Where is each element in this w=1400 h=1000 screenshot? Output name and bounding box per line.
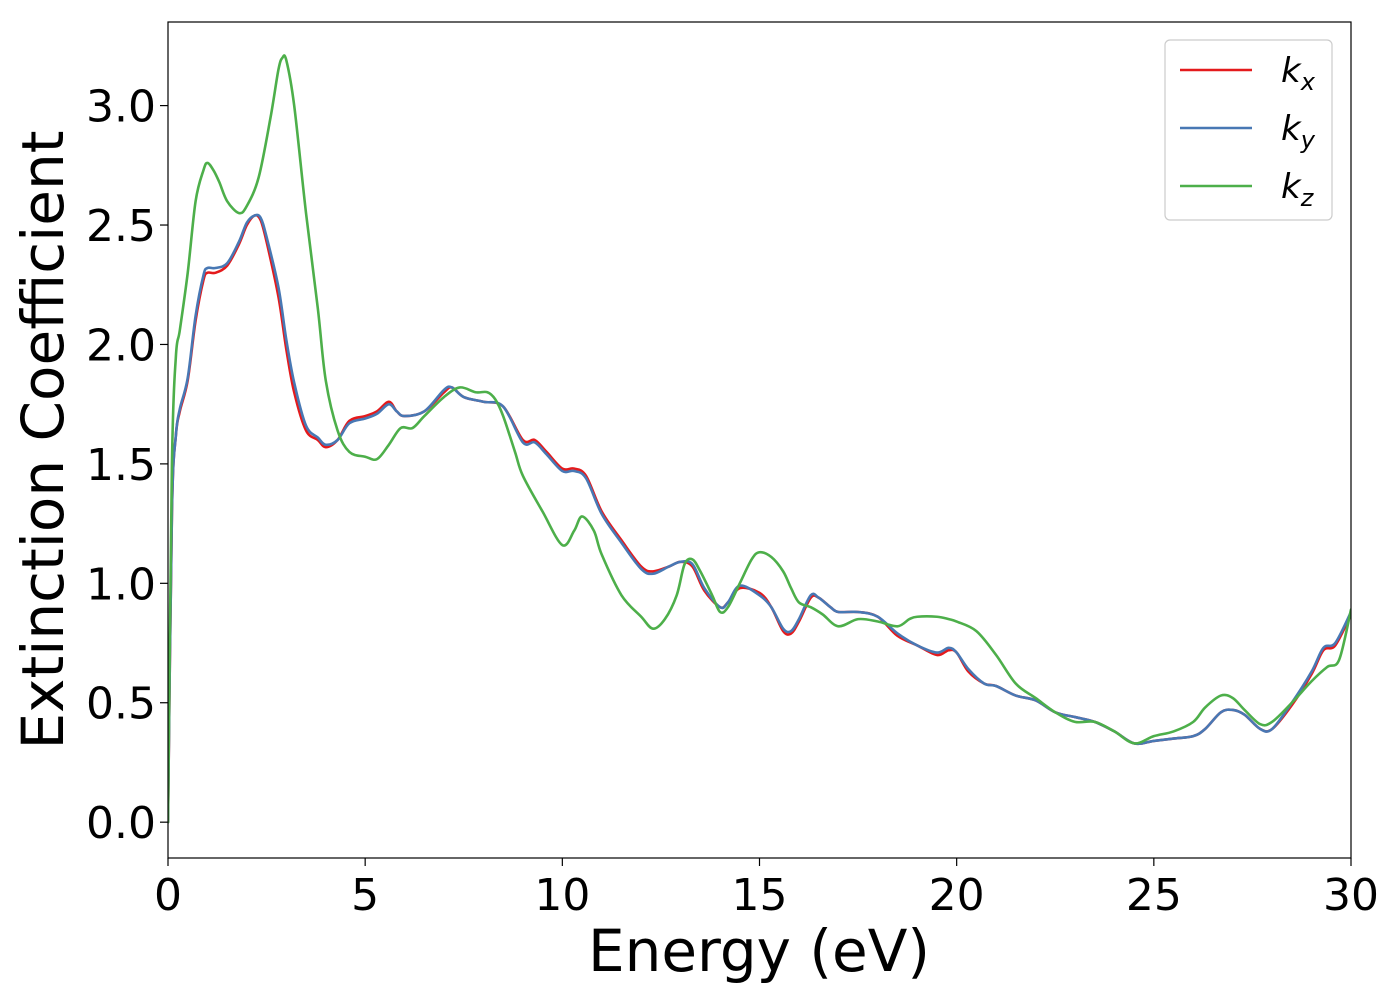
legend-frame <box>1164 39 1333 221</box>
x-tick-label: 10 <box>534 870 590 921</box>
y-tick-label: 1.0 <box>86 559 156 610</box>
y-tick-label: 0.0 <box>86 798 156 849</box>
legend-label-kz: kz <box>1281 167 1315 212</box>
x-axis-ticks: 0 5 10 15 20 25 30 <box>154 858 1379 921</box>
legend: kx ky kz <box>1164 39 1333 221</box>
x-tick-label: 30 <box>1323 870 1379 921</box>
series-layer <box>168 54 1351 824</box>
y-tick-label: 2.0 <box>86 320 156 371</box>
y-tick-label: 2.5 <box>86 201 156 252</box>
legend-label-kx: kx <box>1281 51 1316 96</box>
legend-label-ky: ky <box>1281 109 1316 154</box>
x-axis-title: Energy (eV) <box>588 917 930 985</box>
x-tick-label: 20 <box>929 870 985 921</box>
y-axis-title: Extinction Coefficient <box>9 131 77 750</box>
x-tick-label: 25 <box>1126 870 1182 921</box>
y-tick-label: 1.5 <box>86 440 156 491</box>
y-tick-label: 0.5 <box>86 679 156 730</box>
x-tick-label: 15 <box>732 870 788 921</box>
x-tick-label: 0 <box>154 870 182 921</box>
x-tick-label: 5 <box>351 870 379 921</box>
series-line-kz <box>168 54 1351 824</box>
y-axis-ticks: 0.0 0.5 1.0 1.5 2.0 2.5 3.0 <box>86 82 168 849</box>
y-tick-label: 3.0 <box>86 82 156 133</box>
